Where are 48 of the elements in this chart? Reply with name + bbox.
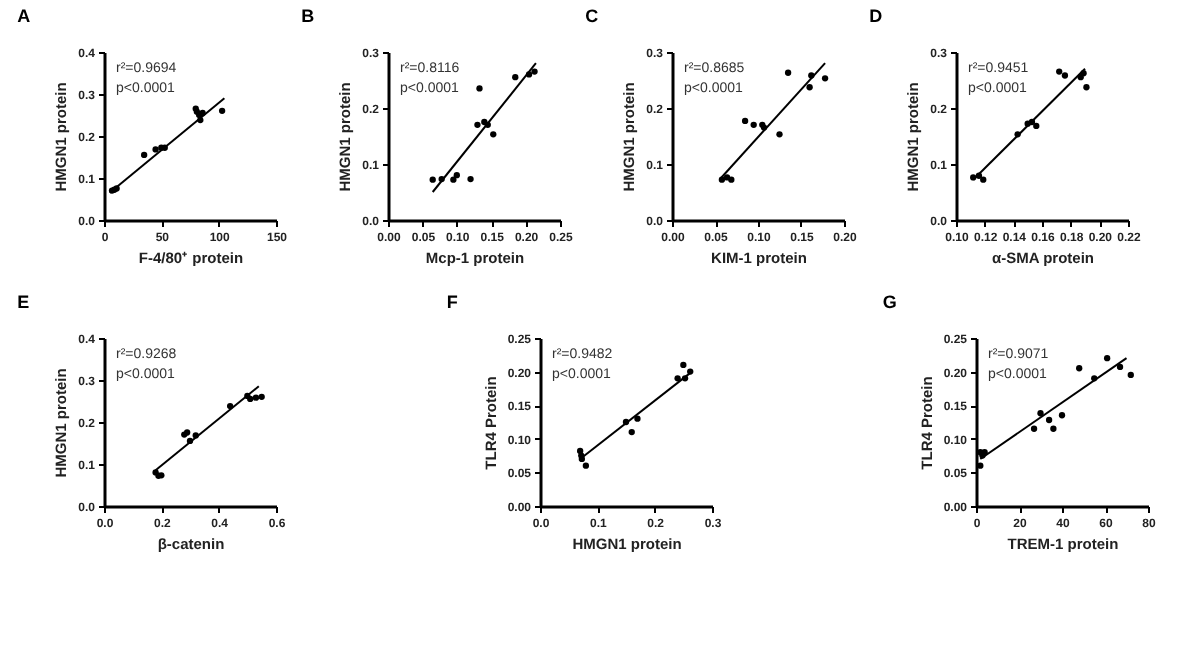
point [980,176,987,183]
point [1056,68,1063,75]
point [453,172,460,179]
point [258,393,265,400]
point [628,428,635,436]
point [429,176,436,183]
point [680,361,687,369]
point [512,74,519,81]
point [1083,84,1090,91]
point [634,415,641,422]
point [1103,355,1111,362]
point [1116,363,1124,371]
point [476,85,483,92]
point [1127,371,1134,379]
point [784,69,792,76]
point [218,107,226,114]
point [1045,416,1053,424]
chart-title: F [446,292,459,312]
point [450,176,457,183]
point [252,394,260,401]
point [674,375,681,382]
point [1076,365,1083,372]
point [750,121,757,128]
point [728,176,735,183]
point [474,121,481,128]
point [977,462,984,469]
point [1033,122,1040,130]
point [741,117,749,125]
point [806,84,813,91]
chart-title: D [869,6,884,26]
point [1050,425,1057,432]
point [531,68,538,75]
point [776,131,783,138]
chart-title: C [585,6,600,26]
chart-title: A [17,6,32,26]
chart-title: E [17,292,30,312]
point [152,146,159,153]
point [1058,412,1066,419]
point [582,462,590,469]
chart-title: G [882,292,897,312]
point [1061,72,1069,79]
point [140,151,148,159]
chart-title: B [301,6,316,26]
point [467,175,474,183]
point [1030,425,1038,432]
point [490,131,497,138]
point [1037,410,1044,417]
point [821,75,829,82]
